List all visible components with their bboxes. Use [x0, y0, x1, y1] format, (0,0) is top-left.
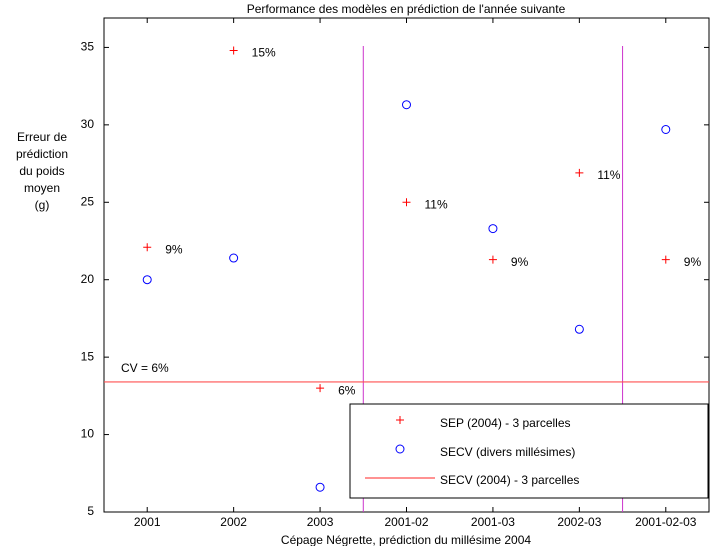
marker-circle [229, 253, 239, 263]
marker-circle [142, 275, 152, 285]
y-axis-label: moyen [24, 181, 60, 195]
marker-plus [316, 384, 325, 393]
chart-title: Performance des modèles en prédiction de… [247, 2, 566, 16]
x-axis-label: Cépage Négrette, prédiction du millésime… [281, 533, 531, 546]
legend-marker [395, 444, 405, 454]
point-label: 9% [511, 255, 529, 269]
marker-plus [575, 168, 584, 177]
marker-plus [229, 46, 238, 55]
x-tick-label: 2001-03 [471, 515, 515, 529]
marker-plus [661, 255, 670, 264]
y-axis-label: du poids [19, 164, 64, 178]
marker-circle [661, 124, 671, 134]
point-label: 15% [252, 46, 276, 60]
y-axis-label: (g) [35, 198, 50, 212]
x-tick-label: 2001 [134, 515, 161, 529]
legend-label: SECV (divers millésimes) [440, 445, 575, 459]
point-label: 11% [597, 168, 620, 182]
x-tick-label: 2003 [307, 515, 334, 529]
y-tick-label: 20 [81, 272, 95, 286]
point-label: 9% [165, 242, 183, 256]
y-tick-label: 25 [81, 194, 95, 208]
y-tick-label: 10 [81, 427, 95, 441]
y-tick-label: 5 [87, 504, 94, 518]
legend-label: SEP (2004) - 3 parcelles [440, 416, 571, 430]
reference-label: CV = 6% [121, 361, 169, 375]
point-label: 11% [425, 197, 448, 211]
marker-circle [574, 324, 584, 334]
y-tick-label: 15 [81, 349, 95, 363]
x-tick-label: 2001-02-03 [635, 515, 697, 529]
legend-marker [396, 416, 404, 424]
y-axis-label: Erreur de [17, 130, 67, 144]
x-tick-label: 2002 [220, 515, 247, 529]
marker-circle [488, 224, 498, 234]
marker-circle [402, 100, 411, 110]
x-tick-label: 2002-03 [557, 515, 601, 529]
y-tick-label: 30 [81, 117, 95, 131]
legend-label: SECV (2004) - 3 parcelles [440, 473, 579, 487]
y-axis-label: prédiction [16, 147, 68, 161]
point-label: 9% [684, 255, 702, 269]
marker-circle [315, 482, 325, 492]
point-label: 6% [338, 383, 356, 397]
x-tick-label: 2001-02 [384, 515, 428, 529]
legend-box [349, 403, 709, 499]
marker-plus [402, 198, 411, 207]
marker-plus [488, 255, 497, 264]
marker-plus [143, 243, 152, 252]
y-tick-label: 35 [81, 40, 95, 54]
